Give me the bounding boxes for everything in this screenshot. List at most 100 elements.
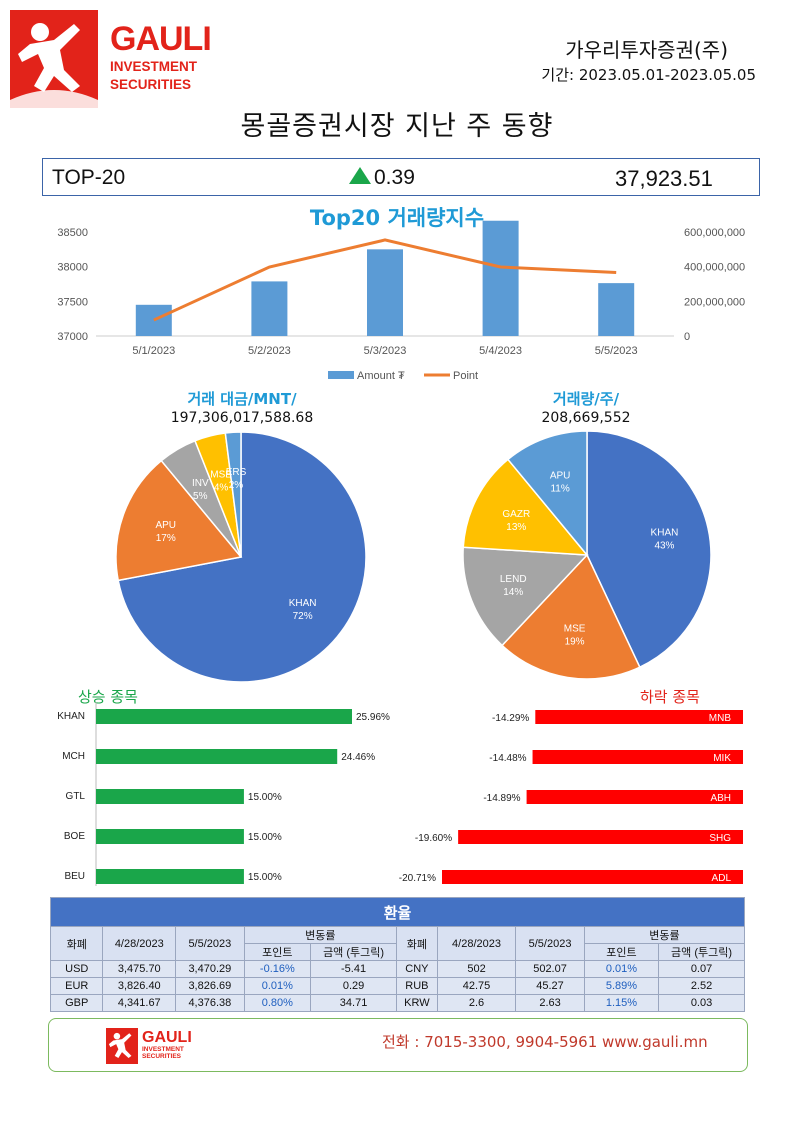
logo-main-text: GAULI — [110, 20, 212, 58]
pie-slice-label: KHAN — [289, 598, 317, 609]
loss-category-label: MIK — [713, 753, 731, 764]
pie-slice-percent: 19% — [565, 636, 585, 647]
fx-cell: CNY — [396, 960, 438, 978]
pie-slice-percent: 43% — [654, 541, 674, 552]
loss-category-label: ABH — [710, 793, 731, 804]
fx-cell: EUR — [49, 977, 104, 995]
report-period: 기간: 2023.05.01-2023.05.05 — [541, 66, 756, 84]
gain-bar — [96, 869, 244, 884]
fx-col-amount: 금액 (투그릭) — [310, 943, 398, 961]
amount-bar — [482, 220, 519, 336]
gainers-title: 상승 종목 — [78, 688, 138, 706]
fx-cell: 3,826.69 — [175, 977, 245, 995]
x-tick-label: 5/4/2023 — [479, 345, 522, 357]
fx-cell: 3,470.29 — [175, 960, 245, 978]
fx-cell: 2.63 — [515, 994, 585, 1012]
fx-cell: -5.41 — [310, 960, 398, 978]
trade-volume-pie: KHAN 43% MSE 19% LEND 14% GAZR 13% APU 11% — [462, 430, 712, 680]
logo-sub-text-1: INVESTMENT — [110, 59, 198, 74]
gain-value-label: 15.00% — [248, 792, 282, 803]
pie-slice-label: APU — [155, 520, 176, 531]
loss-bar — [442, 870, 743, 884]
x-tick-label: 5/2/2023 — [248, 345, 291, 357]
fx-cell: 0.07 — [658, 960, 745, 978]
pie-slice-percent: 14% — [503, 587, 523, 598]
amount-bar — [598, 283, 635, 336]
fx-cell: 42.75 — [436, 977, 517, 995]
fx-cell: 2.6 — [436, 994, 517, 1012]
gain-bar — [96, 789, 244, 804]
amount-bar — [367, 249, 403, 336]
page-title: 몽골증권시장 지난 주 동향 — [240, 111, 554, 142]
gain-value-label: 24.46% — [341, 752, 375, 763]
fx-col-currency-2: 화폐 — [396, 926, 438, 961]
gain-value-label: 25.96% — [356, 712, 390, 723]
loss-value-label: -14.48% — [489, 753, 526, 764]
left-tick-label: 38500 — [57, 227, 88, 239]
loss-bar — [535, 710, 743, 724]
legend-point-label: Point — [453, 370, 478, 382]
fx-cell: 502 — [436, 960, 517, 978]
fx-row: GBP 4,341.67 4,376.38 0.80% 34.71 KRW 2.6 2.63 1… — [49, 994, 745, 1012]
fx-cell: 3,826.40 — [102, 977, 177, 995]
x-tick-label: 5/1/2023 — [132, 345, 175, 357]
fx-cell: 5.89% — [583, 977, 660, 995]
pie-slice-gazr — [462, 458, 589, 556]
fx-row: USD 3,475.70 3,470.29 -0.16% -5.41 CNY 502 502.… — [49, 960, 745, 978]
gain-value-label: 15.00% — [248, 872, 282, 883]
fx-col-date2-2: 5/5/2023 — [515, 926, 585, 961]
gauli-logo — [10, 10, 98, 108]
gain-category-label: BEU — [64, 871, 85, 882]
fx-cell: 45.27 — [515, 977, 585, 995]
footer-logo-main: GAULI — [142, 1029, 192, 1046]
pie-slice-label: KHAN — [651, 528, 679, 539]
company-name: 가우리투자증권(주) — [565, 38, 728, 62]
pie-slice-mse — [501, 553, 641, 680]
footer-logo-icon — [106, 1028, 138, 1064]
gain-bar — [96, 749, 338, 764]
fx-cell: GBP — [49, 994, 104, 1012]
fx-cell: 0.03 — [658, 994, 745, 1012]
pie-slice-percent: 11% — [550, 483, 569, 494]
movers-bar-charts: KHAN 25.96% MCH 24.46% GTL 15.00% BOE 15.00% BEU… — [57, 702, 743, 886]
fx-cell: 4,341.67 — [102, 994, 177, 1012]
pie-slice-percent: 13% — [506, 522, 526, 533]
top20-change: 0.39 — [374, 166, 415, 189]
logo-sub-text-2: SECURITIES — [110, 77, 192, 92]
fx-cell: 1.15% — [583, 994, 660, 1012]
footer-logo-sub1: INVESTMENT — [142, 1046, 184, 1053]
trade-volume-pie-title: 거래량/주/ — [552, 390, 620, 408]
loss-value-label: -20.71% — [399, 873, 436, 884]
gain-value-label: 15.00% — [248, 832, 282, 843]
loss-bar — [458, 830, 743, 844]
fx-col-date2: 5/5/2023 — [175, 926, 245, 961]
pie-slice-label: MSE — [210, 470, 232, 481]
fx-cell: 0.80% — [243, 994, 312, 1012]
fx-cell: USD — [49, 960, 104, 978]
pie-slice-label: MSE — [564, 623, 586, 634]
pie-slice-apu — [115, 459, 243, 582]
footer-logo-sub2: SECURITIES — [142, 1053, 182, 1060]
fx-cell: 2.52 — [658, 977, 745, 995]
fx-cell: 0.01% — [243, 977, 312, 995]
fx-col-point: 포인트 — [243, 943, 312, 961]
x-tick-label: 5/3/2023 — [364, 345, 407, 357]
loss-value-label: -19.60% — [415, 833, 452, 844]
loss-bar — [532, 750, 743, 764]
left-tick-label: 37500 — [57, 296, 88, 308]
pie-slice-percent: 2% — [229, 480, 244, 491]
gain-category-label: KHAN — [57, 711, 85, 722]
left-tick-label: 37000 — [57, 331, 88, 343]
logo-wordmark: GAULI INVESTMENT SECURITIES — [110, 20, 212, 92]
pie-slice-lend — [462, 546, 589, 647]
fx-cell: 502.07 — [515, 960, 585, 978]
pie-slice-apu — [506, 430, 588, 558]
trade-value-total: 197,306,017,588.68 — [170, 410, 314, 426]
pie-slice-label: GAZR — [502, 509, 530, 520]
legend-amount-swatch — [328, 371, 354, 379]
fx-cell: KRW — [396, 994, 438, 1012]
pie-slice-percent: 4% — [214, 483, 229, 494]
top20-value: 37,923.51 — [615, 166, 713, 191]
fx-cell: 0.29 — [310, 977, 398, 995]
contact-info: 전화 : 7015-3300, 9904-5961 www.gauli.mn — [382, 1033, 708, 1051]
